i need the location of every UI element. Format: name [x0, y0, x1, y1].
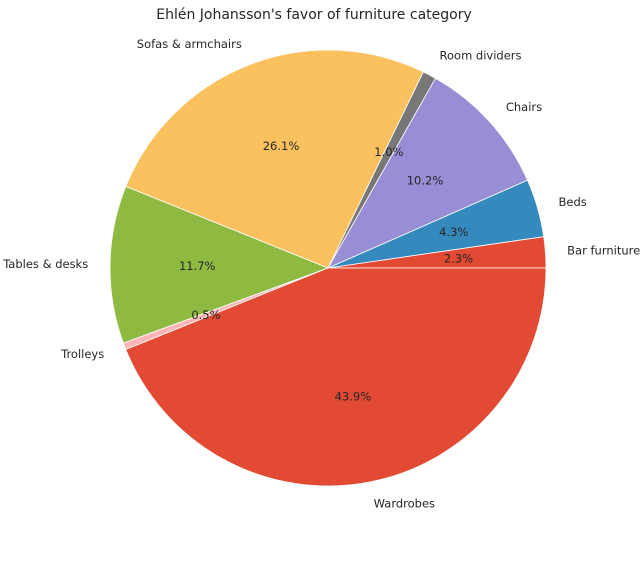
slice-labels: Bar furniture Beds Chairs Room dividers Sofa… [2, 37, 640, 510]
percent-label-room-dividers: 1.0% [374, 145, 403, 159]
slice-label-chairs: Chairs [506, 100, 542, 114]
percent-label-bar-furniture: 2.3% [444, 252, 473, 266]
slice-label-wardrobes: Wardrobes [374, 496, 435, 510]
percent-labels: 2.3% 4.3% 10.2% 1.0% 26.1% 11.7% 0.5% 43.9% [179, 139, 473, 403]
slice-label-trolleys: Trolleys [60, 347, 104, 361]
percent-label-tables-and-desks: 11.7% [179, 259, 216, 273]
slice-label-beds: Beds [558, 195, 586, 209]
pie-slice-chairs [327, 77, 529, 269]
slice-label-sofas-and-armchairs: Sofas & armchairs [137, 37, 242, 51]
slice-label-tables-and-desks: Tables & desks [2, 257, 88, 271]
pie-slices [109, 49, 547, 487]
chart-title: Ehlén Johansson's favor of furniture cat… [156, 7, 472, 23]
pie-slice-sofas-and-armchairs [125, 49, 424, 269]
percent-label-wardrobes: 43.9% [335, 389, 372, 403]
pie-slice-tables-and-desks [109, 185, 330, 344]
percent-label-trolleys: 0.5% [191, 308, 220, 322]
percent-label-sofas-and-armchairs: 26.1% [263, 139, 300, 153]
percent-label-beds: 4.3% [439, 225, 468, 239]
percent-label-chairs: 10.2% [407, 173, 444, 187]
slice-label-room-dividers: Room dividers [440, 49, 522, 63]
slice-label-bar-furniture: Bar furniture [567, 244, 640, 258]
pie-slice-wardrobes [125, 267, 547, 487]
